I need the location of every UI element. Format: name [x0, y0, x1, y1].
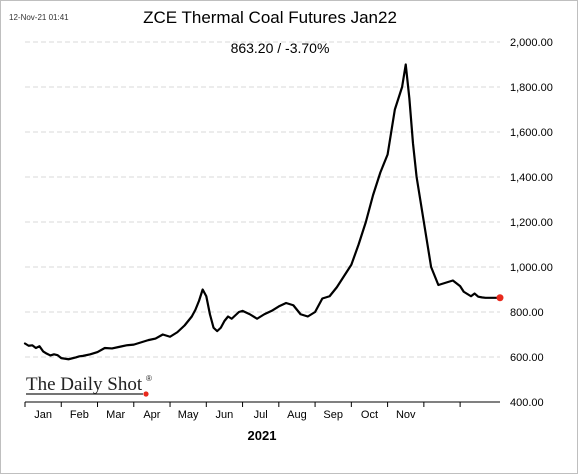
x-tick-label: Jun: [216, 409, 234, 421]
x-tick-label: Sep: [323, 409, 343, 421]
y-tick-label: 1,000.00: [510, 262, 553, 274]
y-tick-label: 1,400.00: [510, 172, 553, 184]
last-value-change: 863.20 / -3.70%: [230, 40, 330, 56]
x-tick-label: Apr: [143, 409, 160, 421]
y-tick-label: 2,000.00: [510, 37, 553, 49]
x-tick-label: May: [178, 409, 199, 421]
svg-text:®: ®: [146, 374, 152, 383]
last-value-dot: [496, 294, 504, 302]
svg-text:The Daily Shot: The Daily Shot: [26, 374, 143, 395]
y-tick-label: 400.00: [510, 397, 544, 409]
x-tick-label: Aug: [287, 409, 307, 421]
x-tick-label: Nov: [396, 409, 416, 421]
y-tick-label: 800.00: [510, 307, 544, 319]
x-tick-label: Mar: [106, 409, 125, 421]
x-axis-year-label: 2021: [247, 428, 277, 443]
y-tick-label: 600.00: [510, 352, 544, 364]
daily-shot-logo: The Daily Shot ®: [26, 374, 152, 397]
timestamp: 12-Nov-21 01:41: [9, 13, 69, 22]
x-tick-label: Jan: [34, 409, 52, 421]
x-tick-label: Feb: [70, 409, 89, 421]
y-tick-label: 1,200.00: [510, 217, 553, 229]
chart-title: ZCE Thermal Coal Futures Jan22: [143, 8, 397, 27]
y-tick-label: 1,800.00: [510, 82, 553, 94]
y-tick-label: 1,600.00: [510, 127, 553, 139]
x-tick-label: Oct: [361, 409, 378, 421]
series-line: [23, 63, 502, 361]
x-tick-label: Jul: [254, 409, 268, 421]
